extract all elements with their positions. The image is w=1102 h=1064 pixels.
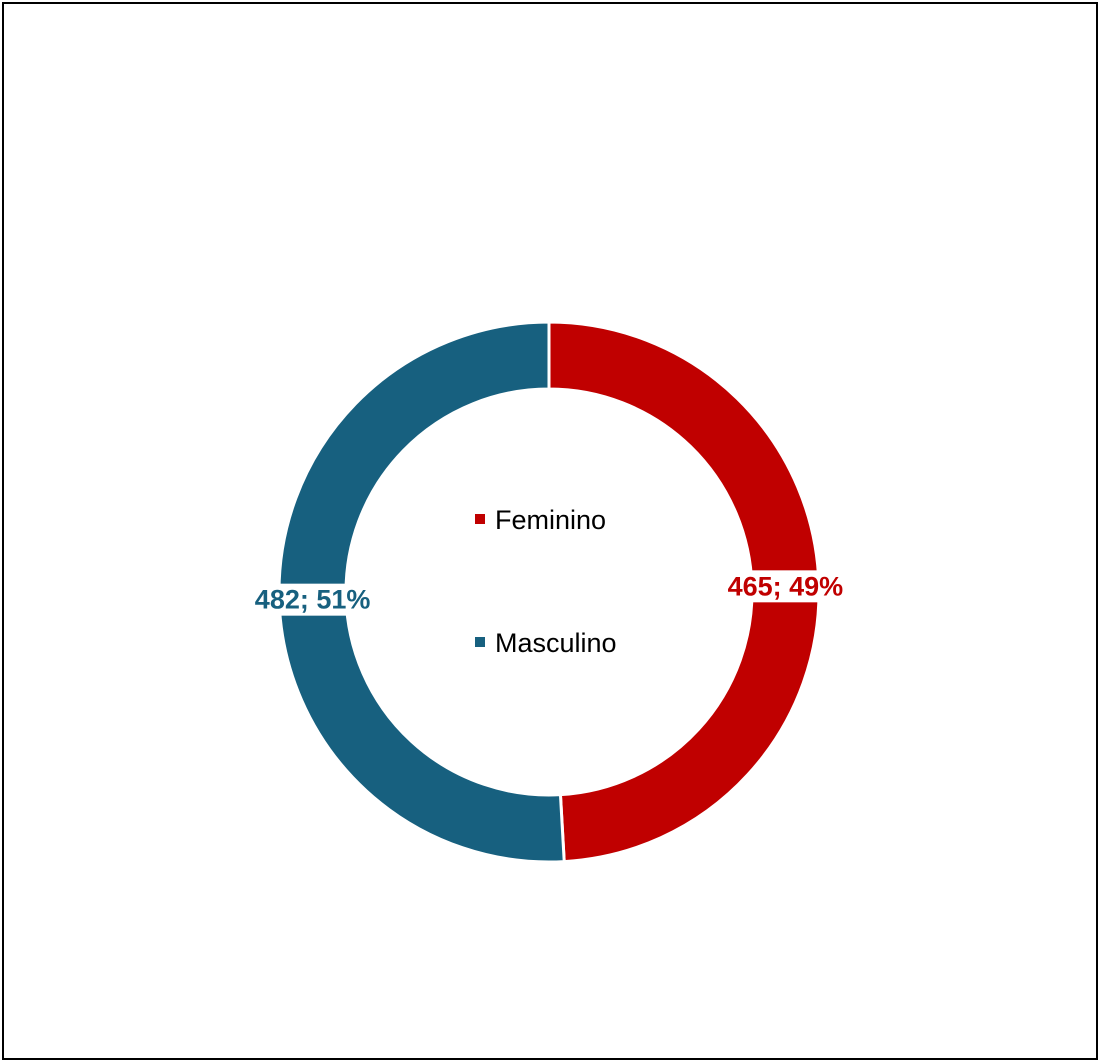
legend-swatch-feminino <box>475 514 485 524</box>
data-label-masculino: 482; 51% <box>250 583 375 616</box>
data-label-text-feminino: 465; 49% <box>728 571 844 601</box>
legend-label-masculino: Masculino <box>495 628 617 658</box>
chart-legend: Feminino Masculino <box>475 505 617 658</box>
donut-slice-masculino <box>277 320 566 864</box>
data-label-background <box>250 583 375 616</box>
legend-label-feminino: Feminino <box>495 505 606 535</box>
donut-slice-feminino <box>547 320 821 864</box>
data-label-feminino: 465; 49% <box>723 570 848 603</box>
donut-slices <box>277 320 821 864</box>
data-label-text-masculino: 482; 51% <box>255 585 371 615</box>
data-label-background <box>723 570 848 603</box>
donut-data-labels: 465; 49% 482; 51% <box>250 570 848 616</box>
legend-swatch-masculino <box>475 637 485 647</box>
donut-chart: 465; 49% 482; 51% Feminino Masculino <box>250 320 848 864</box>
